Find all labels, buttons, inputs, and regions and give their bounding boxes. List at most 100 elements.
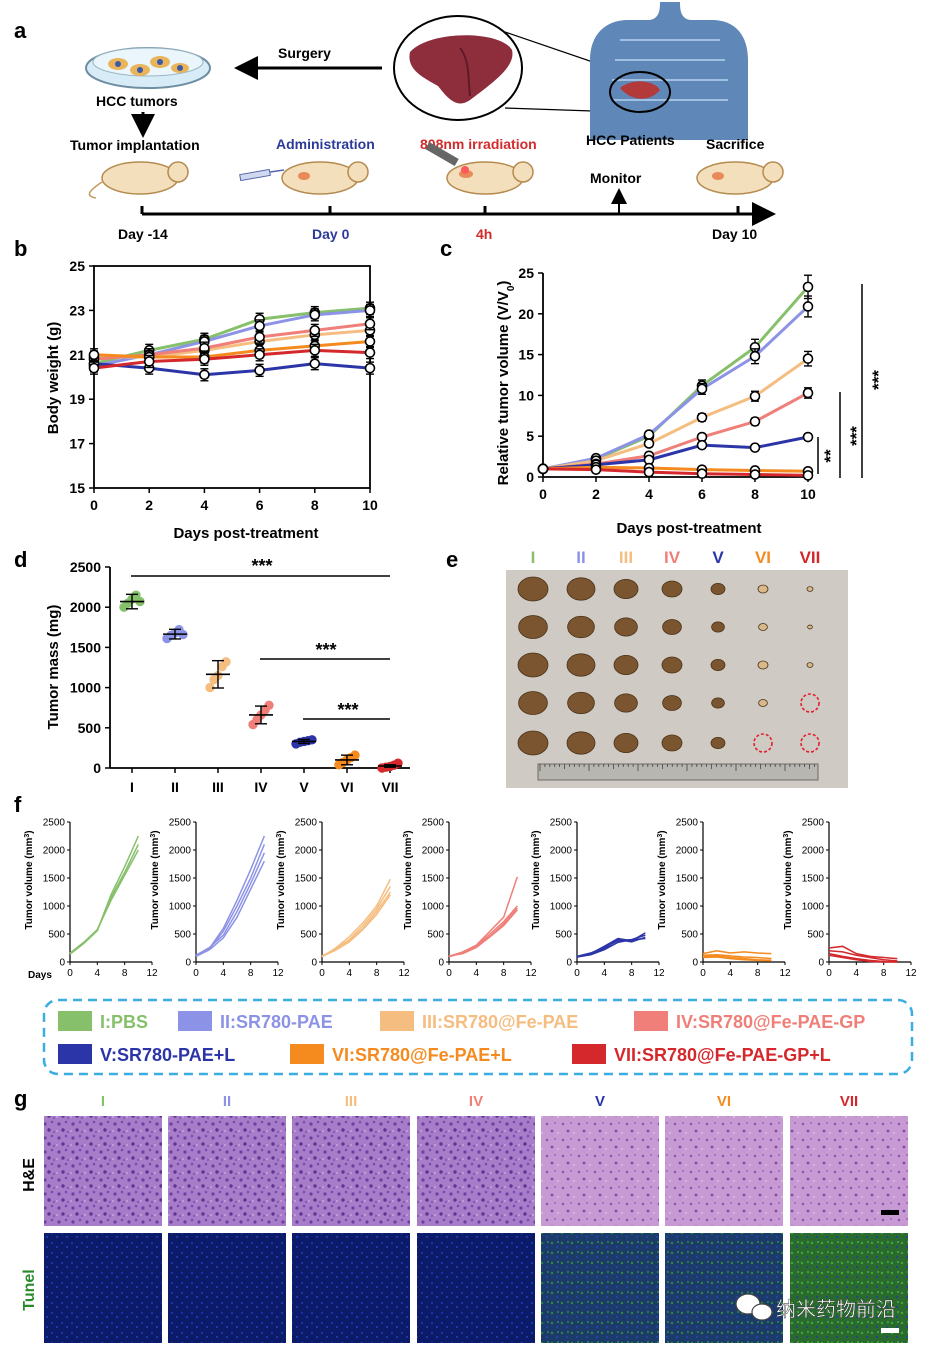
tumor-sample — [710, 583, 726, 596]
petri-dish-icon — [85, 47, 211, 89]
x-tick-label: 4 — [728, 968, 734, 979]
histology-header-II: II — [223, 1093, 231, 1110]
legend-swatch-II — [178, 1011, 212, 1031]
y-tick-label: 2500 — [676, 818, 699, 829]
x-tick-label: 0 — [574, 968, 580, 979]
legend: I:PBS II:SR780-PAE III:SR780@Fe-PAE IV:SR78… — [42, 998, 914, 1076]
y-tick-label: 1500 — [676, 874, 699, 885]
mini-chart-I: 0 500 1000 1500 2000 2500 0 4 8 12 Tumor volume (m… — [24, 818, 158, 982]
growth-curve-II — [195, 852, 266, 956]
x-tick-label: 12 — [905, 968, 917, 979]
legend-label-V: V:SR780-PAE+L — [100, 1045, 235, 1065]
syringe-icon — [239, 168, 285, 182]
y-tick-label: 1500 — [169, 874, 192, 885]
x-tick-label: 8 — [248, 968, 254, 979]
b-x-axis-label: Days post-treatment — [173, 525, 318, 542]
photo-background — [506, 570, 848, 788]
x-tick-label: 12 — [272, 968, 284, 979]
y-tick-label: 1500 — [295, 874, 318, 885]
x-tick-label: I — [130, 779, 134, 795]
x-tick-label: 0 — [67, 968, 73, 979]
sacrifice-label: Sacrifice — [706, 136, 765, 152]
photo-header-IV: IV — [664, 548, 681, 567]
mini-y-axis-label: Tumor volume (mm3) — [150, 830, 162, 929]
surgery-label: Surgery — [278, 45, 331, 61]
y-tick-label: 2500 — [169, 818, 192, 829]
wechat-icon — [735, 1293, 773, 1321]
tumor-sample — [710, 737, 726, 750]
data-point-II — [309, 309, 321, 321]
growth-curve-VII — [828, 950, 898, 962]
growth-curve-V — [576, 937, 646, 958]
tumor-sample — [566, 731, 596, 755]
x-tick-label: VI — [340, 779, 353, 795]
y-tick-label: 15 — [69, 480, 85, 496]
growth-curve-VI — [702, 956, 772, 962]
legend-label-III: III:SR780@Fe-PAE — [422, 1012, 578, 1032]
he-image-VII — [790, 1116, 908, 1226]
tumor-sample — [518, 615, 548, 639]
mini-y-axis-label: Tumor volume (mm3) — [657, 830, 669, 929]
day-0-label: Day 0 — [312, 226, 350, 242]
series-line-VI — [93, 339, 371, 359]
tumor-sample — [613, 655, 639, 676]
y-tick-label: 2500 — [422, 818, 445, 829]
growth-curve-III — [321, 878, 392, 958]
scale-bar — [881, 1328, 899, 1333]
data-point-IV — [749, 416, 761, 427]
day-m14-label: Day -14 — [118, 226, 168, 242]
tumor-sample — [517, 730, 549, 756]
series-line-VII — [93, 348, 371, 370]
x-tick-label: 8 — [751, 486, 759, 502]
x-tick-label: 6 — [256, 497, 264, 513]
x-tick-label: 8 — [501, 968, 507, 979]
data-point-VII — [537, 463, 549, 475]
y-tick-label: 1500 — [550, 874, 573, 885]
x-tick-label: 8 — [881, 968, 887, 979]
x-tick-label: 10 — [362, 497, 378, 513]
x-tick-label: 12 — [779, 968, 791, 979]
x-tick-label: 2 — [592, 486, 600, 502]
photo-header-II: II — [576, 548, 585, 567]
data-point-V — [309, 358, 321, 369]
y-tick-label: 1500 — [422, 874, 445, 885]
panel-label-f: f — [14, 792, 22, 817]
tumor-sample — [517, 652, 549, 678]
y-tick-label: 500 — [174, 930, 191, 941]
x-tick-label: 4 — [474, 968, 480, 979]
x-tick-label: IV — [254, 779, 268, 795]
c-significance-3: *** — [869, 370, 888, 390]
x-tick-label: 8 — [374, 968, 380, 979]
x-tick-label: 8 — [311, 497, 319, 513]
data-point-VI — [88, 349, 100, 361]
x-tick-label: 12 — [653, 968, 665, 979]
x-tick-label: 10 — [800, 486, 816, 502]
he-image-V — [541, 1116, 659, 1226]
x-tick-label: 12 — [398, 968, 410, 979]
panel-label-d: d — [14, 547, 27, 572]
tumor-sample — [757, 584, 769, 594]
y-tick-label: 0 — [566, 958, 572, 969]
b-y-axis-label: Body weight (g) — [45, 322, 62, 435]
scale-bar — [881, 1210, 899, 1215]
tunel-image-I — [44, 1233, 162, 1343]
administration-label: Administration — [276, 136, 375, 152]
y-tick-label: 2000 — [70, 599, 101, 615]
legend-swatch-III — [380, 1011, 414, 1031]
tumor-sample — [662, 695, 682, 711]
x-tick-label: 0 — [446, 968, 452, 979]
data-point-VII — [254, 349, 265, 361]
y-tick-label: 2500 — [550, 818, 573, 829]
mini-x-axis-label: Days — [28, 970, 52, 981]
y-tick-label: 10 — [518, 387, 534, 403]
tumor-sample — [614, 617, 638, 637]
y-tick-label: 0 — [93, 760, 101, 776]
y-tick-label: 20 — [518, 306, 534, 322]
tumor-sample — [613, 733, 639, 754]
c-significance-2: *** — [847, 426, 866, 446]
patient-torso-icon — [590, 2, 748, 140]
growth-curve-VII — [828, 945, 898, 960]
d-y-axis-label: Tumor mass (mg) — [45, 605, 62, 730]
data-point-IV — [254, 331, 265, 343]
